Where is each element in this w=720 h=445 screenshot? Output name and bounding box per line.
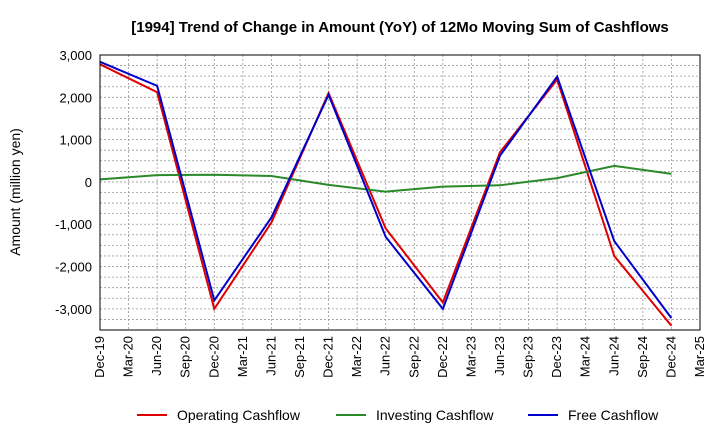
y-tick-label: -3,000 (55, 302, 92, 317)
x-tick-label: Jun-23 (492, 336, 507, 376)
legend-label: Operating Cashflow (177, 407, 301, 423)
y-tick-label: 2,000 (59, 90, 92, 105)
x-tick-label: Mar-20 (121, 336, 136, 377)
y-tick-labels: 3,000 2,000 1,000 0 -1,000 -2,000 -3,000 (55, 48, 92, 317)
legend: Operating Cashflow Investing Cashflow Free… (137, 407, 659, 423)
x-tick-label: Jun-21 (263, 336, 278, 376)
y-axis-label: Amount (million yen) (7, 128, 23, 256)
y-tick-label: -2,000 (55, 260, 92, 275)
series-line-investing-cashflow (99, 164, 672, 193)
series-lines (99, 60, 673, 327)
legend-label: Investing Cashflow (376, 407, 494, 423)
x-tick-label: Sep-22 (406, 336, 421, 378)
x-tick-label: Dec-19 (92, 336, 107, 378)
x-tick-label: Mar-21 (235, 336, 250, 377)
x-tick-label: Mar-24 (578, 336, 593, 377)
series-line-operating-cashflow (99, 63, 673, 327)
x-tick-label: Dec-22 (435, 336, 450, 378)
x-tick-label: Jun-24 (606, 336, 621, 376)
x-tick-label: Jun-22 (378, 336, 393, 376)
x-tick-label: Dec-20 (206, 336, 221, 378)
y-tick-label: 3,000 (59, 48, 92, 63)
chart-title: [1994] Trend of Change in Amount (YoY) o… (131, 19, 669, 36)
x-tick-label: Dec-24 (663, 336, 678, 378)
x-tick-label: Mar-25 (692, 336, 707, 377)
x-tick-label: Mar-22 (349, 336, 364, 377)
x-tick-labels: Dec-19 Mar-20 Jun-20 Sep-20 Dec-20 Mar-21 Jun-… (92, 336, 707, 378)
x-tick-label: Dec-21 (321, 336, 336, 378)
y-tick-label: 0 (85, 175, 92, 190)
x-tick-label: Jun-20 (149, 336, 164, 376)
series-line-free-cashflow (99, 60, 673, 319)
x-tick-label: Sep-21 (292, 336, 307, 378)
x-tick-label: Sep-20 (178, 336, 193, 378)
gridlines (100, 55, 700, 330)
x-tick-label: Sep-24 (635, 336, 650, 378)
legend-label: Free Cashflow (568, 407, 659, 423)
x-tick-label: Sep-23 (521, 336, 536, 378)
plot-frame (99, 54, 701, 331)
y-tick-label: 1,000 (59, 133, 92, 148)
x-tick-label: Dec-23 (549, 336, 564, 378)
y-tick-label: -1,000 (55, 217, 92, 232)
x-tick-label: Mar-23 (463, 336, 478, 377)
